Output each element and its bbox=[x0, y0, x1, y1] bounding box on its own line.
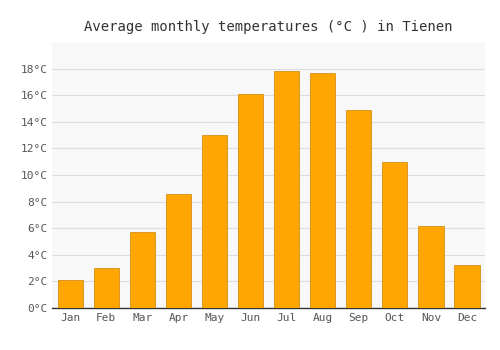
Bar bbox=[274, 71, 299, 308]
Bar bbox=[58, 280, 83, 308]
Bar bbox=[346, 110, 372, 308]
Bar bbox=[310, 72, 336, 308]
Bar bbox=[130, 232, 155, 308]
Bar bbox=[238, 94, 263, 308]
Bar bbox=[202, 135, 227, 308]
Bar bbox=[454, 265, 479, 308]
Bar bbox=[418, 225, 444, 308]
Bar bbox=[166, 194, 191, 308]
Bar bbox=[94, 268, 119, 308]
Title: Average monthly temperatures (°C ) in Tienen: Average monthly temperatures (°C ) in Ti… bbox=[84, 20, 453, 34]
Bar bbox=[382, 162, 407, 308]
